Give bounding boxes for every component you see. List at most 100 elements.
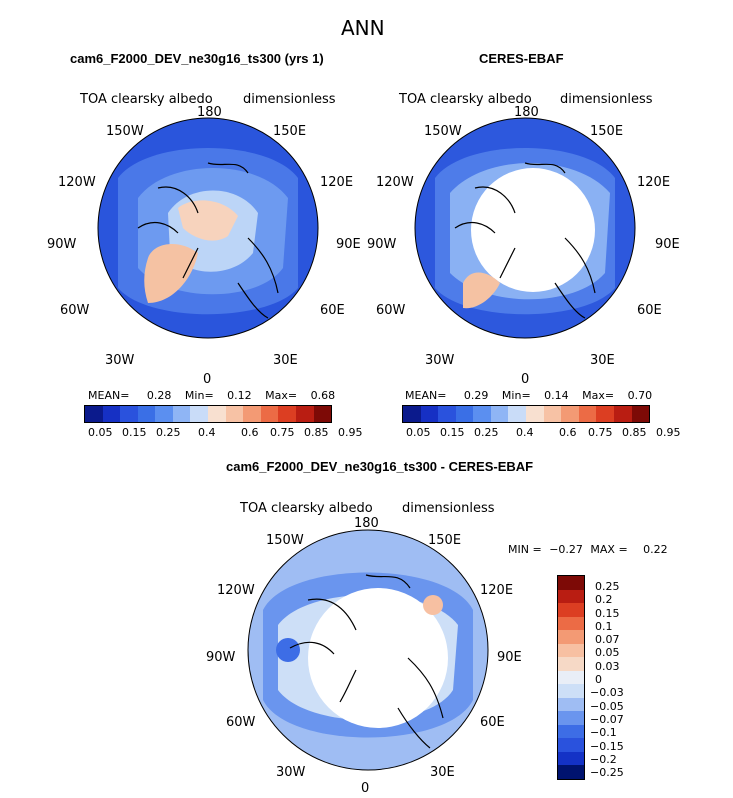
diff-units-label: dimensionless bbox=[402, 501, 495, 516]
diff-map-boundary bbox=[247, 529, 489, 771]
left-lon-label-120e: 120E bbox=[320, 175, 354, 190]
colorbar-swatch bbox=[558, 657, 584, 671]
colorbar-swatch bbox=[558, 630, 584, 644]
colorbar-swatch bbox=[558, 765, 584, 779]
left-lon-label-60w: 60W bbox=[60, 303, 90, 318]
diff-max-value: 0.22 bbox=[643, 543, 668, 556]
right-lon-label-30e: 30E bbox=[590, 353, 615, 368]
colorbar-swatch bbox=[420, 406, 439, 422]
diff-map-coastlines bbox=[289, 574, 444, 749]
right-map-boundary bbox=[414, 117, 636, 339]
left-colorbar-ticks: 0.05 0.15 0.25 0.4 0.6 0.75 0.85 0.95 bbox=[88, 426, 363, 439]
right-min-value: 0.14 bbox=[544, 389, 569, 402]
left-map-boundary bbox=[97, 117, 319, 339]
left-lon-label-30w: 30W bbox=[105, 353, 135, 368]
diff-lon-label-90w: 90W bbox=[206, 650, 236, 665]
left-tick: 0.6 bbox=[241, 426, 259, 439]
colorbar-swatch bbox=[558, 724, 584, 739]
left-tick: 0.85 bbox=[304, 426, 329, 439]
colorbar-swatch bbox=[558, 738, 584, 752]
diff-stats: MIN = −0.27 MAX = 0.22 bbox=[508, 543, 668, 556]
right-lon-label-90w: 90W bbox=[367, 237, 397, 252]
colorbar-swatch bbox=[172, 406, 191, 422]
colorbar-swatch bbox=[120, 406, 138, 422]
diff-lon-label-30w: 30W bbox=[276, 765, 306, 780]
colorbar-swatch bbox=[578, 406, 597, 422]
colorbar-swatch bbox=[558, 711, 584, 725]
right-tick: 0.75 bbox=[588, 426, 613, 439]
right-tick: 0.4 bbox=[516, 426, 534, 439]
right-tick: 0.6 bbox=[559, 426, 577, 439]
colorbar-swatch bbox=[403, 406, 421, 422]
colorbar-swatch bbox=[313, 406, 332, 422]
diff-tick: 0.25 bbox=[595, 580, 620, 593]
right-lon-label-30w: 30W bbox=[425, 353, 455, 368]
right-lon-label-60w: 60W bbox=[376, 303, 406, 318]
colorbar-swatch bbox=[225, 406, 244, 422]
left-stats: MEAN= 0.28 Min= 0.12 Max= 0.68 bbox=[88, 389, 335, 402]
colorbar-swatch bbox=[558, 643, 584, 658]
left-lon-label-60e: 60E bbox=[320, 303, 345, 318]
left-panel-subtitle: cam6_F2000_DEV_ne30g16_ts300 (yrs 1) bbox=[70, 51, 324, 66]
colorbar-swatch bbox=[455, 406, 474, 422]
colorbar-swatch bbox=[558, 589, 584, 604]
right-mean-label: MEAN= bbox=[405, 389, 447, 402]
diff-lon-label-60w: 60W bbox=[226, 715, 256, 730]
diff-tick: −0.1 bbox=[590, 726, 617, 740]
left-colorbar bbox=[84, 405, 332, 423]
diff-tick: −0.05 bbox=[590, 699, 624, 713]
colorbar-swatch bbox=[558, 751, 584, 766]
colorbar-swatch bbox=[295, 406, 314, 422]
right-lon-label-120e: 120E bbox=[637, 175, 671, 190]
diff-lon-label-90e: 90E bbox=[497, 650, 522, 665]
diff-colorbar bbox=[557, 575, 585, 780]
diff-lon-label-120e: 120E bbox=[480, 583, 514, 598]
diff-tick: 0.15 bbox=[595, 606, 620, 620]
right-min-label: Min= bbox=[501, 389, 531, 402]
right-colorbar-ticks: 0.05 0.15 0.25 0.4 0.6 0.75 0.85 0.95 bbox=[406, 426, 681, 439]
right-tick: 0.25 bbox=[474, 426, 499, 439]
right-tick: 0.05 bbox=[406, 426, 431, 439]
colorbar-swatch bbox=[558, 684, 584, 698]
right-stats: MEAN= 0.29 Min= 0.14 Max= 0.70 bbox=[405, 389, 652, 402]
right-lon-label-120w: 120W bbox=[376, 175, 414, 190]
diff-min-label: MIN = bbox=[508, 543, 542, 556]
left-variable-label: TOA clearsky albedo bbox=[80, 92, 213, 107]
right-lon-label-60e: 60E bbox=[637, 303, 662, 318]
colorbar-swatch bbox=[260, 406, 279, 422]
left-min-value: 0.12 bbox=[227, 389, 252, 402]
left-map-greenland-field bbox=[144, 243, 198, 303]
diff-tick: −0.15 bbox=[590, 739, 624, 753]
diff-polar-map bbox=[247, 529, 489, 771]
left-lon-label-90e: 90E bbox=[336, 237, 361, 252]
right-map-coastlines bbox=[454, 162, 596, 319]
colorbar-swatch bbox=[473, 406, 491, 422]
left-map-coastlines bbox=[137, 162, 279, 319]
diff-lon-label-150w: 150W bbox=[266, 533, 304, 548]
left-min-label: Min= bbox=[184, 389, 214, 402]
right-lon-label-90e: 90E bbox=[655, 237, 680, 252]
left-lon-label-30e: 30E bbox=[273, 353, 298, 368]
page-title: ANN bbox=[341, 16, 385, 40]
right-mean-value: 0.29 bbox=[463, 389, 489, 402]
left-lon-label-120w: 120W bbox=[58, 175, 96, 190]
colorbar-swatch bbox=[558, 603, 584, 617]
diff-lon-label-120w: 120W bbox=[217, 583, 255, 598]
right-tick: 0.15 bbox=[440, 426, 465, 439]
diff-tick: 0.03 bbox=[595, 659, 620, 673]
colorbar-swatch bbox=[243, 406, 261, 422]
left-tick: 0.05 bbox=[88, 426, 113, 439]
diff-tick: −0.2 bbox=[590, 752, 617, 766]
right-units-label: dimensionless bbox=[560, 92, 653, 107]
colorbar-swatch bbox=[526, 406, 544, 422]
colorbar-swatch bbox=[190, 406, 209, 422]
left-lon-label-180: 180 bbox=[197, 105, 222, 120]
colorbar-swatch bbox=[558, 616, 584, 631]
diff-panel-title: cam6_F2000_DEV_ne30g16_ts300 - CERES-EBA… bbox=[226, 459, 534, 474]
colorbar-swatch bbox=[543, 406, 562, 422]
left-polar-map bbox=[97, 117, 319, 339]
left-tick: 0.4 bbox=[198, 426, 216, 439]
colorbar-swatch bbox=[558, 670, 584, 685]
colorbar-swatch bbox=[85, 406, 103, 422]
diff-map-neg-anomaly bbox=[276, 638, 300, 662]
